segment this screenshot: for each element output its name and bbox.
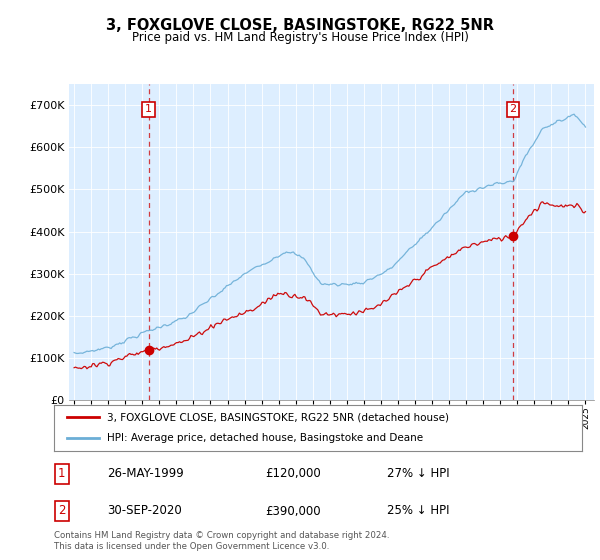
Text: £390,000: £390,000 — [265, 505, 321, 517]
Text: 27% ↓ HPI: 27% ↓ HPI — [386, 468, 449, 480]
Text: This data is licensed under the Open Government Licence v3.0.: This data is licensed under the Open Gov… — [54, 542, 329, 551]
Text: 3, FOXGLOVE CLOSE, BASINGSTOKE, RG22 5NR: 3, FOXGLOVE CLOSE, BASINGSTOKE, RG22 5NR — [106, 18, 494, 33]
Text: £120,000: £120,000 — [265, 468, 321, 480]
Text: 26-MAY-1999: 26-MAY-1999 — [107, 468, 184, 480]
Text: Price paid vs. HM Land Registry's House Price Index (HPI): Price paid vs. HM Land Registry's House … — [131, 31, 469, 44]
Text: 2: 2 — [58, 505, 65, 517]
Text: 2: 2 — [509, 104, 517, 114]
Text: HPI: Average price, detached house, Basingstoke and Deane: HPI: Average price, detached house, Basi… — [107, 433, 423, 444]
Text: 30-SEP-2020: 30-SEP-2020 — [107, 505, 182, 517]
Text: 1: 1 — [58, 468, 65, 480]
Text: 3, FOXGLOVE CLOSE, BASINGSTOKE, RG22 5NR (detached house): 3, FOXGLOVE CLOSE, BASINGSTOKE, RG22 5NR… — [107, 412, 449, 422]
Text: Contains HM Land Registry data © Crown copyright and database right 2024.: Contains HM Land Registry data © Crown c… — [54, 531, 389, 540]
Text: 25% ↓ HPI: 25% ↓ HPI — [386, 505, 449, 517]
Text: 1: 1 — [145, 104, 152, 114]
